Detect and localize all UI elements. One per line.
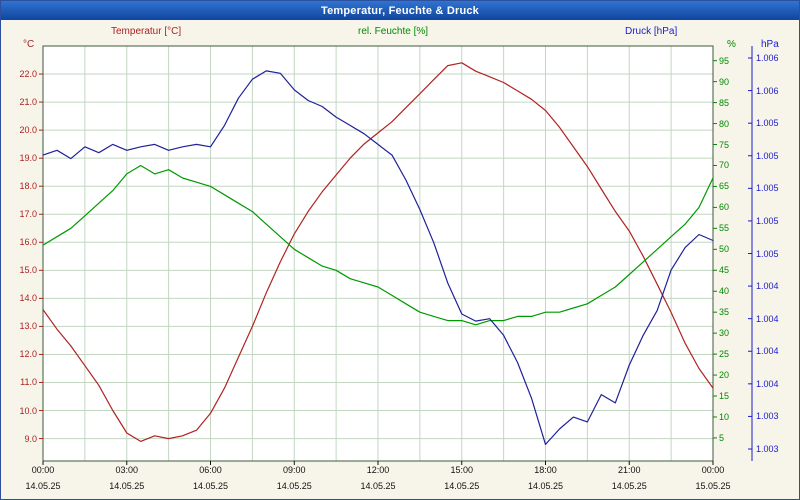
window-titlebar: Temperatur, Feuchte & Druck (1, 1, 799, 20)
legend-humidity: rel. Feuchte [%] (357, 26, 429, 37)
humidity-axis-unit: % (727, 39, 736, 50)
pressure-axis-unit: hPa (761, 39, 779, 50)
legend-temperature: Temperatur [°C] (111, 26, 182, 37)
legend-pressure: Druck [hPa] (625, 26, 678, 37)
window-title: Temperatur, Feuchte & Druck (320, 4, 479, 17)
temp-axis-unit: °C (23, 39, 35, 50)
